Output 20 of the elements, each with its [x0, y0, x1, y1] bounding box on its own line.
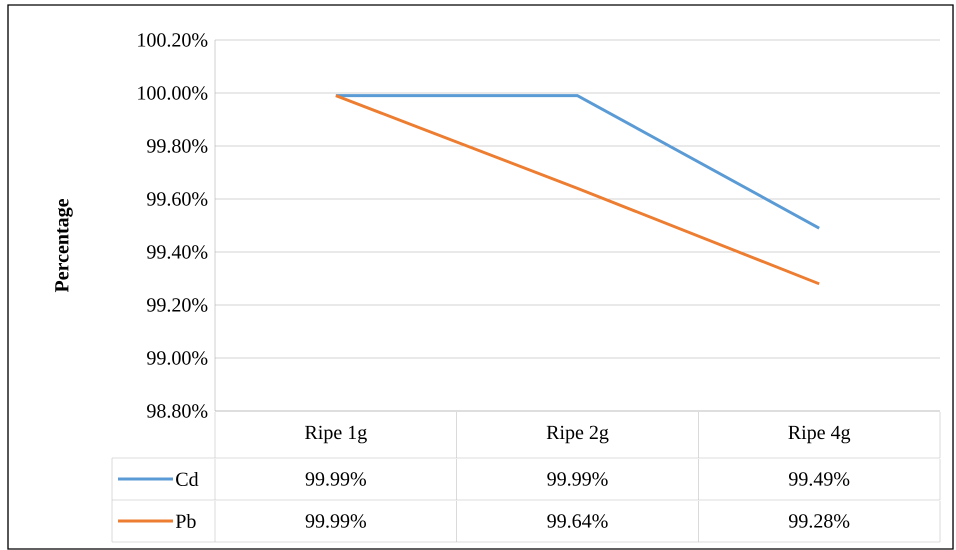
y-tick-label: 99.60%: [147, 192, 208, 206]
y-tick-label: 99.00%: [147, 351, 208, 365]
y-tick-label: 100.20%: [138, 33, 208, 47]
legend-label: Cd: [176, 472, 198, 486]
data-label: 99.99%: [306, 514, 366, 528]
y-tick-label: 99.80%: [147, 139, 208, 153]
y-tick-label: 99.20%: [147, 298, 208, 312]
y-axis-title: Percentage: [55, 198, 73, 292]
y-tick-label: 98.80%: [147, 404, 208, 418]
x-tick-label: Ripe 1g: [305, 426, 367, 444]
x-tick-label: Ripe 4g: [788, 426, 850, 444]
y-tick-label: 100.00%: [138, 86, 208, 100]
data-label: 99.99%: [306, 472, 366, 486]
data-label: 99.28%: [788, 514, 850, 528]
data-label: 99.64%: [547, 514, 608, 528]
x-tick-label: Ripe 2g: [546, 426, 609, 444]
data-label: 99.49%: [788, 472, 850, 486]
y-tick-label: 99.40%: [147, 245, 208, 259]
legend-label: Pb: [176, 514, 196, 528]
data-label: 99.99%: [547, 472, 608, 486]
